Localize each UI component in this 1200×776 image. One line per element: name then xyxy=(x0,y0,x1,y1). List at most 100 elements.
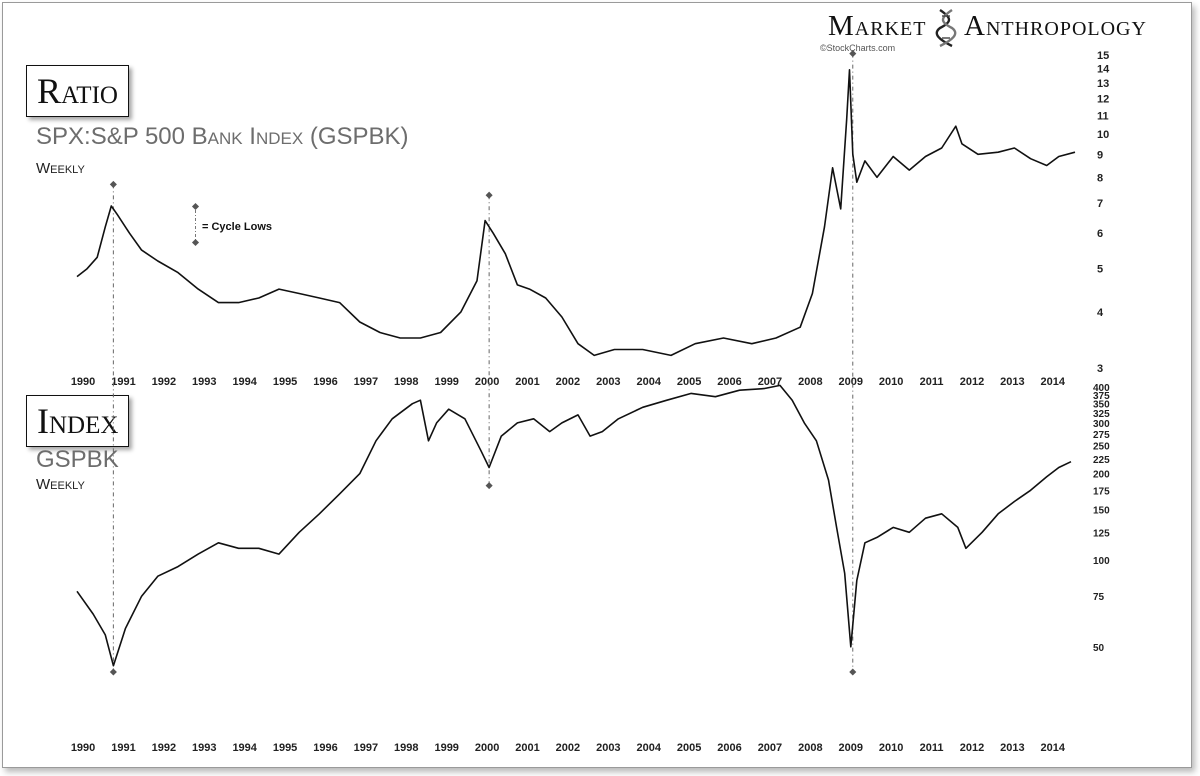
ratio-y-tick-label: 5 xyxy=(1097,264,1103,276)
ratio-x-tick-label: 2002 xyxy=(556,376,580,388)
index-panel-frequency: Weekly xyxy=(36,476,85,493)
index-x-tick-label: 2004 xyxy=(636,742,661,754)
ratio-y-tick-label: 9 xyxy=(1097,149,1103,161)
ratio-x-tick-label: 1990 xyxy=(71,376,95,388)
index-x-tick-label: 1991 xyxy=(111,742,135,754)
brand-header: Market Anthropology ©StockCharts.com xyxy=(820,8,1158,60)
index-x-tick-label: 1997 xyxy=(354,742,378,754)
cycle-low-diamond xyxy=(849,50,857,58)
index-y-tick-label: 400 xyxy=(1093,383,1110,394)
ratio-y-tick-label: 11 xyxy=(1097,110,1109,122)
dna-helix-icon xyxy=(935,9,957,48)
index-y-tick-label: 350 xyxy=(1093,400,1110,411)
index-y-tick-label: 225 xyxy=(1093,455,1110,466)
ratio-x-tick-label: 2001 xyxy=(515,376,539,388)
ratio-x-tick-label: 1995 xyxy=(273,376,297,388)
index-y-tick-label: 200 xyxy=(1093,470,1110,481)
cycle-low-diamond xyxy=(109,180,117,188)
index-x-tick-label: 2011 xyxy=(920,742,944,754)
index-x-tick-label: 1996 xyxy=(313,742,337,754)
index-x-tick-label: 2002 xyxy=(556,742,580,754)
ratio-x-tick-label: 1991 xyxy=(111,376,135,388)
brand-name-left: Market xyxy=(828,10,927,42)
brand-name-right: Anthropology xyxy=(964,10,1147,42)
ratio-x-tick-label: 2006 xyxy=(717,376,741,388)
ratio-x-tick-label: 2003 xyxy=(596,376,620,388)
index-x-tick-label: 1995 xyxy=(273,742,297,754)
index-y-tick-label: 150 xyxy=(1093,506,1110,517)
ratio-y-tick-label: 7 xyxy=(1097,198,1103,210)
index-x-tick-label: 1992 xyxy=(152,742,176,754)
index-x-tick-label: 2013 xyxy=(1000,742,1024,754)
ratio-series-line xyxy=(76,69,1076,357)
index-x-tick-label: 2000 xyxy=(475,742,499,754)
cycle-low-diamond xyxy=(485,191,493,199)
index-x-tick-label: 1998 xyxy=(394,742,418,754)
ratio-x-tick-label: 2004 xyxy=(636,376,661,388)
index-y-axis: 50 75 100 125 150 175 200 225 250275300325350375… xyxy=(1093,383,1110,654)
index-x-tick-label: 2008 xyxy=(798,742,822,754)
data-source-credit: ©StockCharts.com xyxy=(820,43,896,53)
index-x-tick-label: 2001 xyxy=(515,742,539,754)
cycle-low-markers xyxy=(109,50,857,676)
ratio-x-tick-label: 1998 xyxy=(394,376,418,388)
cycle-low-diamond xyxy=(485,482,493,490)
ratio-x-tick-label: 1997 xyxy=(354,376,378,388)
index-y-tick-label: 50 xyxy=(1093,643,1105,654)
index-x-tick-label: 2010 xyxy=(879,742,903,754)
index-y-tick-label: 325 xyxy=(1093,409,1110,420)
ratio-y-tick-label: 14 xyxy=(1097,63,1110,75)
ratio-x-tick-label: 2011 xyxy=(920,376,944,388)
index-y-tick-label: 375 xyxy=(1093,391,1110,402)
index-x-axis: 1990 1991 1992 1993 1994 1995 1996 1997 1998 1999… xyxy=(71,742,1066,754)
ratio-panel-subtitle: SPX:S&P 500 Bank Index (GSPBK) xyxy=(36,123,409,150)
index-series-line xyxy=(76,384,1072,667)
index-panel-label: Index xyxy=(26,395,130,447)
index-x-tick-label: 1999 xyxy=(434,742,458,754)
ratio-x-tick-label: 1994 xyxy=(232,376,257,388)
ratio-panel-frequency: Weekly xyxy=(36,160,85,177)
index-y-tick-label: 100 xyxy=(1093,556,1110,567)
ratio-x-tick-label: 1992 xyxy=(152,376,176,388)
index-y-tick-label: 300 xyxy=(1093,419,1110,430)
index-y-tick-label: 275 xyxy=(1093,430,1110,441)
ratio-x-tick-label: 2012 xyxy=(960,376,984,388)
ratio-panel-label: Ratio xyxy=(26,65,129,117)
index-x-tick-label: 1990 xyxy=(71,742,95,754)
ratio-x-tick-label: 2009 xyxy=(839,376,863,388)
ratio-y-tick-label: 13 xyxy=(1097,78,1109,90)
ratio-y-tick-label: 6 xyxy=(1097,228,1103,240)
ratio-x-tick-label: 2000 xyxy=(475,376,499,388)
ratio-x-tick-label: 2008 xyxy=(798,376,822,388)
ratio-y-tick-label: 10 xyxy=(1097,129,1109,141)
ratio-x-tick-label: 2007 xyxy=(758,376,782,388)
index-x-tick-label: 1994 xyxy=(232,742,257,754)
cycle-low-diamond xyxy=(109,668,117,676)
index-x-tick-label: 2014 xyxy=(1041,742,1066,754)
ratio-x-tick-label: 1999 xyxy=(434,376,458,388)
chart-frame xyxy=(2,2,1192,768)
series-lines xyxy=(76,69,1076,667)
cycle-low-diamond xyxy=(849,668,857,676)
ratio-x-tick-label: 1993 xyxy=(192,376,216,388)
ratio-x-tick-label: 2013 xyxy=(1000,376,1024,388)
index-y-tick-label: 175 xyxy=(1093,486,1110,497)
legend-label: = Cycle Lows xyxy=(202,221,273,233)
ratio-y-tick-label: 12 xyxy=(1097,93,1109,105)
ratio-y-tick-label: 4 xyxy=(1097,307,1104,319)
ratio-x-tick-label: 2010 xyxy=(879,376,903,388)
ratio-y-tick-label: 8 xyxy=(1097,172,1103,184)
index-x-tick-label: 2012 xyxy=(960,742,984,754)
index-x-tick-label: 2007 xyxy=(758,742,782,754)
index-y-tick-label: 75 xyxy=(1093,592,1105,603)
index-y-tick-label: 250 xyxy=(1093,442,1110,453)
cycle-low-legend-marker xyxy=(191,202,200,247)
ratio-x-tick-label: 2005 xyxy=(677,376,701,388)
ratio-y-tick-label: 15 xyxy=(1097,50,1109,62)
ratio-x-axis: 1990 1991 1992 1993 1994 1995 1996 1997 1998 1999… xyxy=(71,376,1066,388)
index-x-tick-label: 2009 xyxy=(839,742,863,754)
index-x-tick-label: 2005 xyxy=(677,742,701,754)
index-x-tick-label: 2006 xyxy=(717,742,741,754)
